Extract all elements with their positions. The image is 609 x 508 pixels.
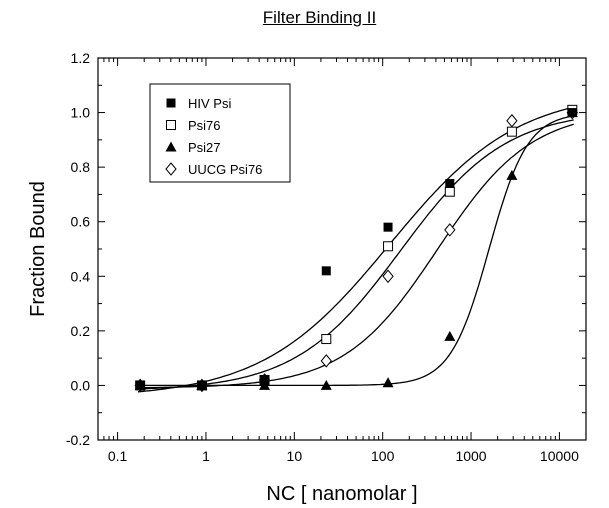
legend-marker: [166, 98, 176, 108]
point-psi27: [382, 377, 394, 388]
y-tick-label: 1.0: [71, 105, 91, 121]
x-axis-label: NC [ nanomolar ]: [266, 483, 417, 505]
y-tick-label: 0.2: [71, 323, 91, 339]
point-psi27: [320, 379, 332, 390]
point-psi76: [506, 126, 517, 137]
point-psi76: [444, 186, 455, 197]
legend: HIV Psi Psi76 Psi27 UUCG Psi76: [149, 83, 291, 183]
point-psi27: [506, 169, 518, 180]
x-tick-label: 1000: [455, 448, 486, 464]
x-tick-label: 0.1: [108, 448, 128, 464]
fit-curve-2: [137, 119, 574, 390]
point-psi76: [321, 334, 332, 345]
legend-marker: [165, 162, 177, 176]
x-tick-label: 1: [202, 448, 210, 464]
y-tick-label: 0.8: [71, 159, 91, 175]
point-uucg-psi76: [506, 113, 518, 128]
point-hiv-psi: [321, 266, 331, 276]
point-hiv-psi: [135, 380, 145, 390]
point-psi27: [444, 330, 456, 341]
axes: -0.2 0.0 0.2 0.4 0.6 0.8 1.0 1.2 0.1 1 10 100 1000 10…: [66, 50, 587, 464]
fit-curve-4: [138, 123, 574, 389]
y-tick-label: -0.2: [66, 432, 90, 448]
point-psi76: [383, 241, 394, 252]
y-tick-label: 0.6: [71, 214, 91, 230]
legend-marker: [166, 120, 176, 130]
y-tick-label: 0.0: [71, 377, 91, 393]
point-hiv-psi: [445, 179, 455, 189]
legend-label: Psi27: [188, 140, 221, 155]
fit-curve-1: [137, 106, 574, 393]
y-tick-label: 1.2: [71, 50, 91, 66]
y-axis-label: Fraction Bound: [27, 181, 49, 317]
legend-label: HIV Psi: [188, 96, 231, 111]
data-points: [134, 104, 578, 393]
point-uucg-psi76: [444, 223, 456, 237]
x-tick-label: 10000: [540, 448, 579, 464]
legend-marker: [165, 141, 177, 152]
legend-label: Psi76: [188, 118, 221, 133]
x-tick-label: 10: [287, 448, 303, 464]
point-hiv-psi: [260, 375, 270, 385]
x-tick-label: 100: [371, 448, 395, 464]
legend-label: UUCG Psi76: [188, 162, 262, 177]
chart-title: Filter Binding II: [262, 8, 377, 27]
point-hiv-psi: [383, 222, 393, 232]
point-uucg-psi76: [320, 354, 332, 368]
y-tick-label: 0.4: [71, 268, 91, 284]
fit-curves: [137, 106, 574, 393]
point-hiv-psi: [567, 108, 577, 118]
point-uucg-psi76: [382, 269, 394, 284]
point-hiv-psi: [197, 380, 207, 390]
